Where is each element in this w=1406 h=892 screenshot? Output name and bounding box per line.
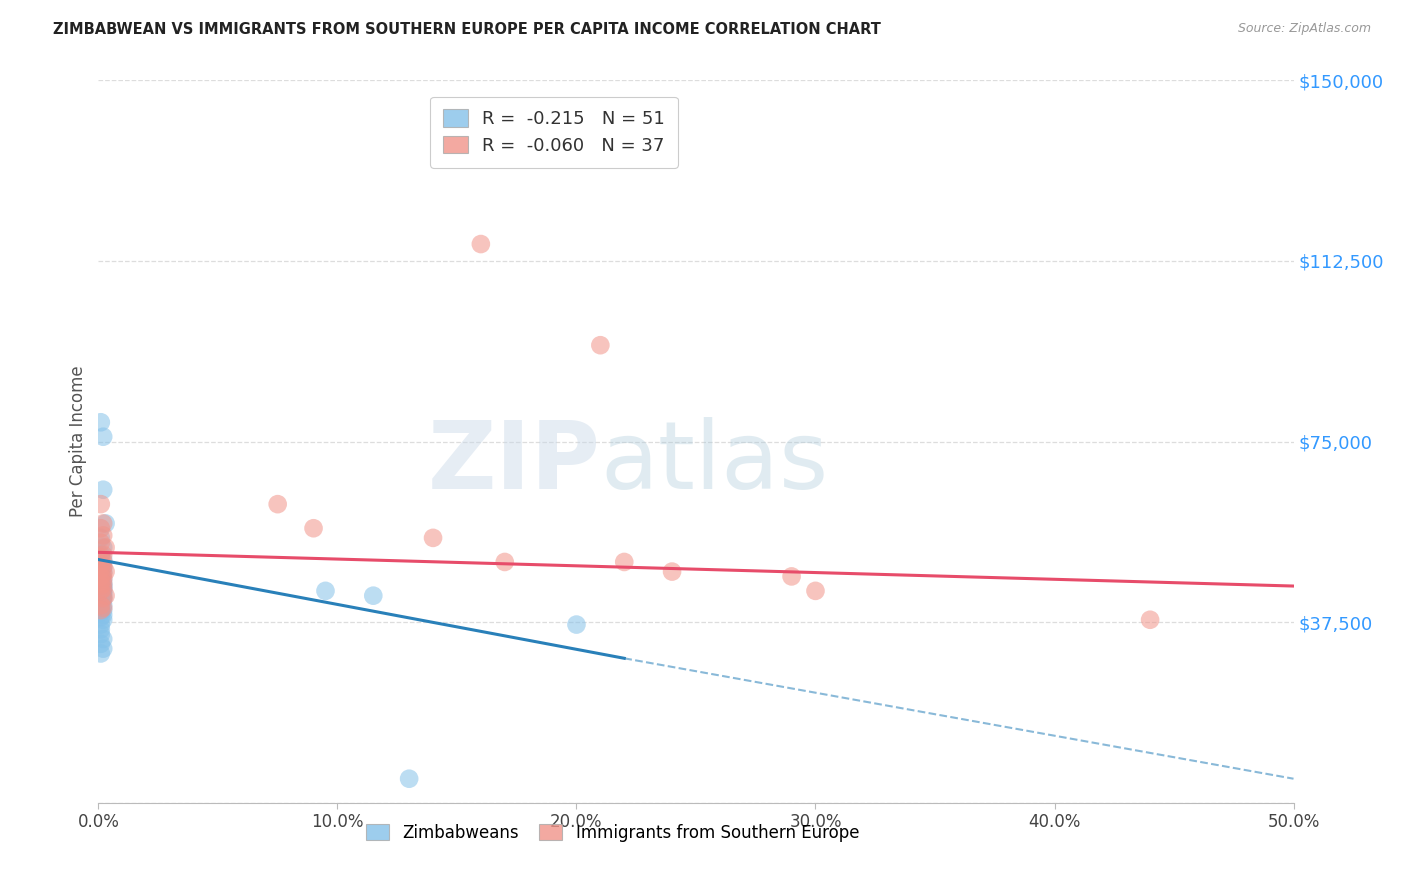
Point <box>91 576 114 591</box>
Point <box>91 591 114 606</box>
Point <box>90 588 112 602</box>
Point <box>91 572 114 586</box>
Point <box>90 637 112 651</box>
Point <box>613 555 636 569</box>
Point <box>90 606 112 620</box>
Point <box>91 559 114 574</box>
Point <box>91 541 114 555</box>
Point <box>91 559 114 574</box>
Point <box>91 567 114 582</box>
Point <box>91 590 114 604</box>
Point <box>90 555 112 569</box>
Point <box>90 562 112 576</box>
Point <box>90 574 112 589</box>
Point <box>91 603 114 617</box>
Point <box>90 531 112 545</box>
Point <box>90 569 112 583</box>
Point <box>91 572 114 586</box>
Point <box>91 548 114 562</box>
Point <box>94 516 117 531</box>
Point <box>90 627 112 641</box>
Text: atlas: atlas <box>600 417 828 509</box>
Point <box>90 623 112 637</box>
Point <box>90 599 112 613</box>
Point <box>90 578 112 592</box>
Point <box>90 569 112 583</box>
Point <box>91 579 114 593</box>
Point <box>94 541 117 555</box>
Point <box>565 617 588 632</box>
Point <box>90 562 112 576</box>
Point <box>91 592 114 607</box>
Point <box>91 599 114 613</box>
Point <box>90 647 112 661</box>
Point <box>91 516 114 531</box>
Point <box>90 589 112 603</box>
Point <box>90 603 112 617</box>
Point <box>494 555 516 569</box>
Point <box>90 596 112 610</box>
Point <box>90 580 112 594</box>
Point <box>91 582 114 596</box>
Text: ZIP: ZIP <box>427 417 600 509</box>
Point <box>422 531 444 545</box>
Text: ZIMBABWEAN VS IMMIGRANTS FROM SOUTHERN EUROPE PER CAPITA INCOME CORRELATION CHAR: ZIMBABWEAN VS IMMIGRANTS FROM SOUTHERN E… <box>53 22 882 37</box>
Y-axis label: Per Capita Income: Per Capita Income <box>69 366 87 517</box>
Point <box>589 338 612 352</box>
Point <box>91 483 114 497</box>
Point <box>91 582 114 596</box>
Point <box>398 772 420 786</box>
Point <box>90 550 112 565</box>
Point <box>90 558 112 572</box>
Point <box>1139 613 1161 627</box>
Point <box>90 548 112 562</box>
Point <box>91 632 114 646</box>
Point <box>94 589 117 603</box>
Point <box>267 497 290 511</box>
Point <box>90 558 112 572</box>
Point <box>91 552 114 566</box>
Point <box>91 641 114 656</box>
Point <box>315 583 337 598</box>
Point <box>91 565 114 579</box>
Point <box>91 576 114 591</box>
Text: Source: ZipAtlas.com: Source: ZipAtlas.com <box>1237 22 1371 36</box>
Point <box>780 569 803 583</box>
Point <box>91 607 114 622</box>
Point <box>91 430 114 444</box>
Point <box>90 610 112 624</box>
Point <box>90 574 112 589</box>
Point <box>91 583 114 598</box>
Point <box>470 237 492 252</box>
Point <box>90 617 112 632</box>
Point <box>90 583 112 598</box>
Point <box>661 565 683 579</box>
Point <box>90 600 112 615</box>
Point <box>90 579 112 593</box>
Point <box>91 528 114 542</box>
Point <box>90 567 112 582</box>
Point <box>363 589 385 603</box>
Point <box>90 497 112 511</box>
Point <box>91 586 114 600</box>
Point <box>90 582 112 597</box>
Point <box>94 565 117 579</box>
Point <box>91 555 114 569</box>
Point <box>90 415 112 429</box>
Point <box>804 583 827 598</box>
Point <box>90 521 112 535</box>
Legend: Zimbabweans, Immigrants from Southern Europe: Zimbabweans, Immigrants from Southern Eu… <box>359 817 866 848</box>
Point <box>90 591 112 606</box>
Point <box>302 521 325 535</box>
Point <box>90 585 112 599</box>
Point <box>90 593 112 607</box>
Point <box>91 600 114 615</box>
Point <box>91 613 114 627</box>
Point <box>90 535 112 549</box>
